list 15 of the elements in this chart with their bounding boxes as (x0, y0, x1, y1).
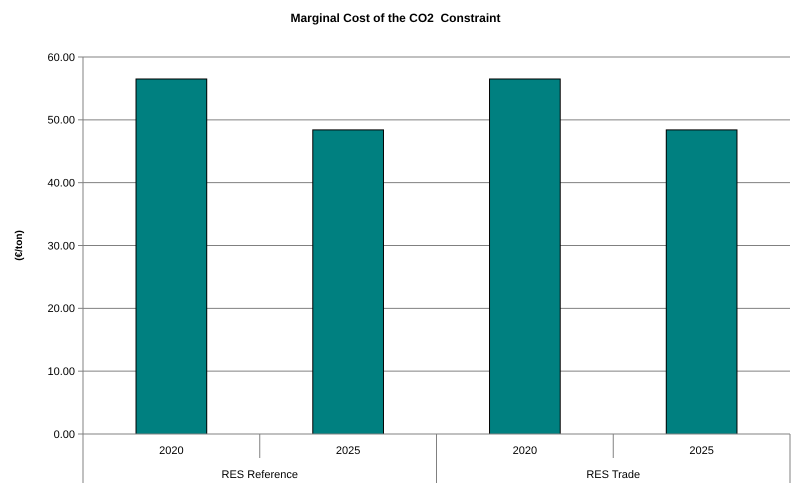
x-tick-label: 2020 (159, 445, 184, 457)
y-tick-label: 10.00 (47, 366, 75, 378)
x-tick-label: 2025 (689, 445, 714, 457)
x-tick-label: 2020 (512, 445, 538, 457)
y-tick-label: 0.00 (54, 428, 75, 441)
y-tick-label: 50.00 (47, 114, 75, 127)
x-tick-label: 2025 (336, 445, 360, 457)
y-tick-label: 60.00 (47, 52, 75, 64)
text: RES Reference (222, 469, 298, 481)
y-tick-label: 30.00 (47, 240, 75, 252)
y-tick-label: 20.00 (47, 303, 75, 316)
y-tick-label: 40.00 (47, 178, 75, 190)
chart-title: Marginal Cost of the CO2 Constraint (290, 11, 501, 25)
text: RES Trade (586, 469, 640, 481)
y-axis-title: (€/ton) (14, 230, 25, 261)
